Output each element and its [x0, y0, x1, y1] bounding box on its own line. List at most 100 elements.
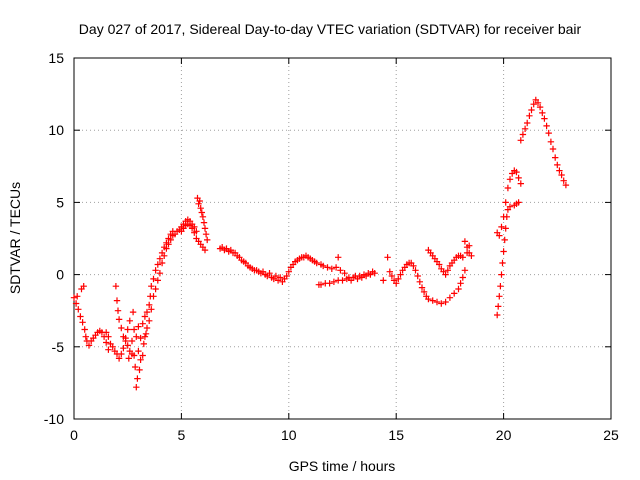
- data-point: [118, 350, 125, 358]
- data-point: [118, 324, 125, 332]
- data-point: [143, 324, 151, 332]
- data-point: [72, 300, 80, 307]
- data-point: [191, 223, 198, 231]
- data-point: [133, 384, 140, 391]
- data-point: [75, 306, 82, 313]
- data-point: [562, 181, 570, 189]
- y-tick-label: 0: [56, 267, 64, 283]
- data-point: [139, 320, 146, 327]
- data-point: [502, 199, 509, 206]
- data-point: [128, 337, 136, 345]
- x-tick-label: 25: [603, 427, 619, 443]
- data-point: [517, 137, 524, 144]
- data-point: [152, 285, 159, 293]
- data-point: [446, 294, 454, 301]
- data-point: [539, 109, 546, 117]
- data-point: [499, 259, 506, 267]
- data-point: [134, 375, 141, 382]
- data-point: [74, 293, 81, 300]
- data-point: [503, 213, 510, 220]
- data-point: [461, 267, 469, 274]
- data-point: [114, 307, 122, 314]
- data-point: [165, 241, 172, 248]
- x-tick-label: 15: [388, 427, 404, 443]
- data-point: [459, 254, 466, 261]
- data-point: [506, 176, 514, 183]
- x-tick-labels: 0 5 10 15 20 25: [70, 427, 619, 443]
- x-tick-label: 5: [178, 427, 186, 443]
- data-point: [433, 298, 441, 306]
- data-point: [156, 270, 164, 277]
- data-point: [115, 316, 123, 323]
- data-point: [124, 326, 131, 333]
- data-point: [397, 271, 404, 278]
- y-tick-label: 15: [48, 50, 64, 66]
- data-point: [80, 283, 87, 290]
- data-point: [425, 295, 432, 303]
- data-point: [524, 119, 531, 127]
- data-point: [556, 167, 563, 174]
- data-point: [154, 277, 161, 284]
- axis-ticks: [73, 57, 612, 420]
- data-point: [115, 355, 123, 362]
- data-point: [141, 313, 149, 320]
- data-point: [120, 345, 127, 352]
- data-point: [150, 275, 157, 283]
- data-point: [412, 267, 419, 274]
- data-point: [146, 301, 153, 309]
- data-point: [457, 280, 464, 287]
- data-point: [77, 313, 84, 320]
- data-point: [543, 122, 550, 130]
- data-point: [103, 329, 110, 336]
- data-point: [82, 333, 89, 340]
- data-point: [393, 280, 400, 287]
- grid: [74, 58, 611, 419]
- data-point: [129, 308, 137, 316]
- data-point: [536, 103, 544, 111]
- data-point: [459, 274, 466, 281]
- data-point: [438, 300, 445, 307]
- data-point: [277, 274, 284, 281]
- data-point: [199, 213, 207, 220]
- data-point: [202, 231, 210, 238]
- data-point: [496, 293, 503, 300]
- chart-title: Day 027 of 2017, Sidereal Day-to-day VTE…: [79, 21, 582, 37]
- data-point: [139, 352, 146, 359]
- data-point: [519, 131, 527, 138]
- data-point: [167, 236, 174, 244]
- data-point: [442, 271, 449, 278]
- x-tick-label: 10: [281, 427, 297, 443]
- data-point: [135, 347, 142, 355]
- data-point: [386, 268, 393, 275]
- data-point: [140, 340, 147, 348]
- x-tick-label: 20: [496, 427, 512, 443]
- data-point: [332, 264, 340, 271]
- data-point: [105, 346, 112, 353]
- data-point: [455, 285, 462, 293]
- y-tick-label: -5: [52, 339, 65, 355]
- data-point: [501, 236, 508, 244]
- data-point: [313, 259, 320, 267]
- data-point: [500, 248, 507, 255]
- data-point: [466, 242, 473, 249]
- data-point: [451, 290, 458, 297]
- data-point: [498, 271, 505, 278]
- data-point: [521, 125, 529, 132]
- data-point: [148, 283, 155, 290]
- data-point: [195, 200, 202, 207]
- data-point: [337, 267, 344, 274]
- y-tick-labels: -10 -5 0 5 10 15: [44, 50, 64, 427]
- data-point: [515, 199, 522, 206]
- data-point: [326, 280, 333, 287]
- data-point: [156, 255, 164, 262]
- data-point: [204, 236, 211, 244]
- data-point: [502, 225, 509, 232]
- data-point: [266, 270, 273, 277]
- y-tick-label: 5: [56, 194, 64, 210]
- data-point: [554, 161, 561, 169]
- data-point: [132, 363, 139, 371]
- data-point: [152, 267, 159, 274]
- data-point: [513, 168, 520, 176]
- data-point: [504, 184, 512, 192]
